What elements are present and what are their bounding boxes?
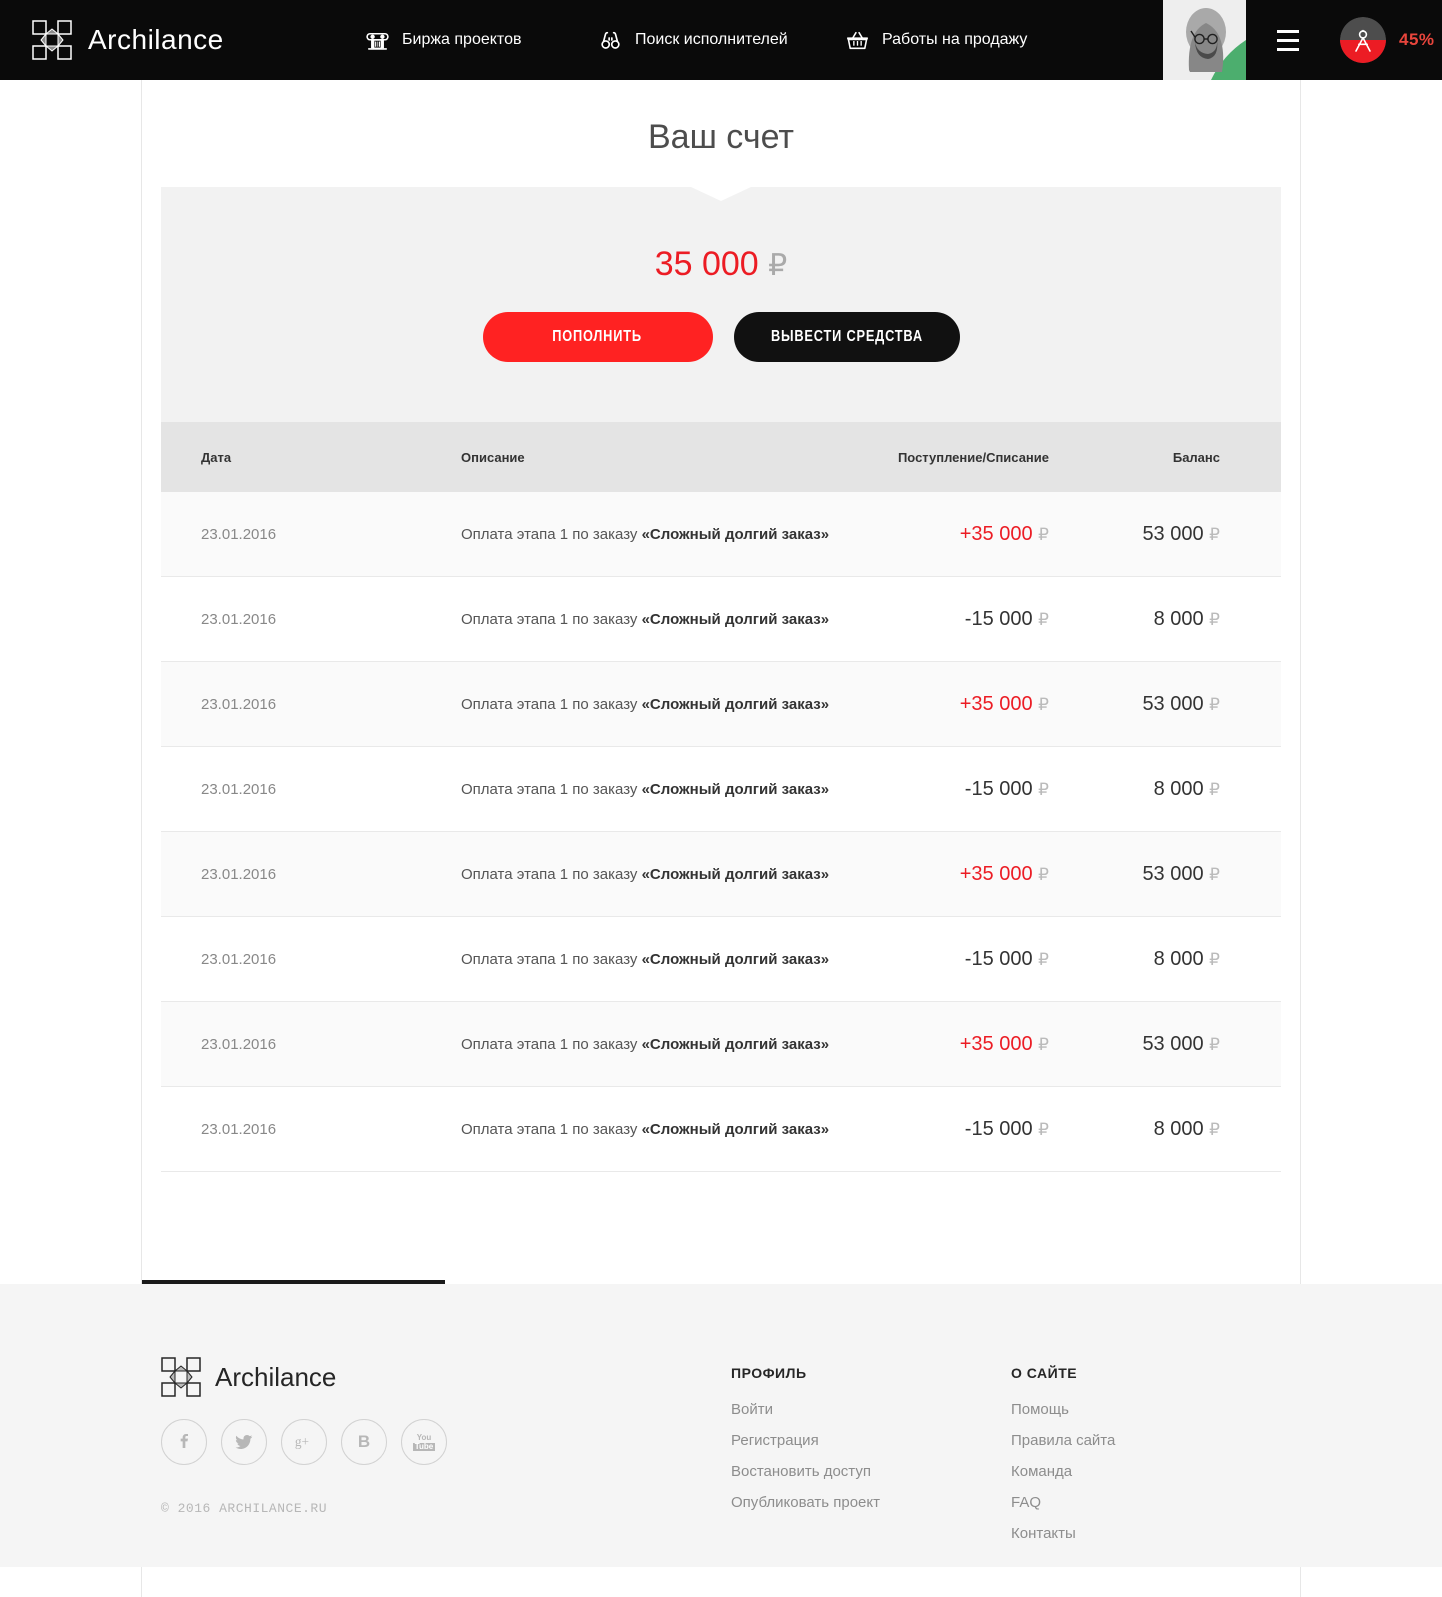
svg-text:g+: g+ [295, 1434, 309, 1449]
